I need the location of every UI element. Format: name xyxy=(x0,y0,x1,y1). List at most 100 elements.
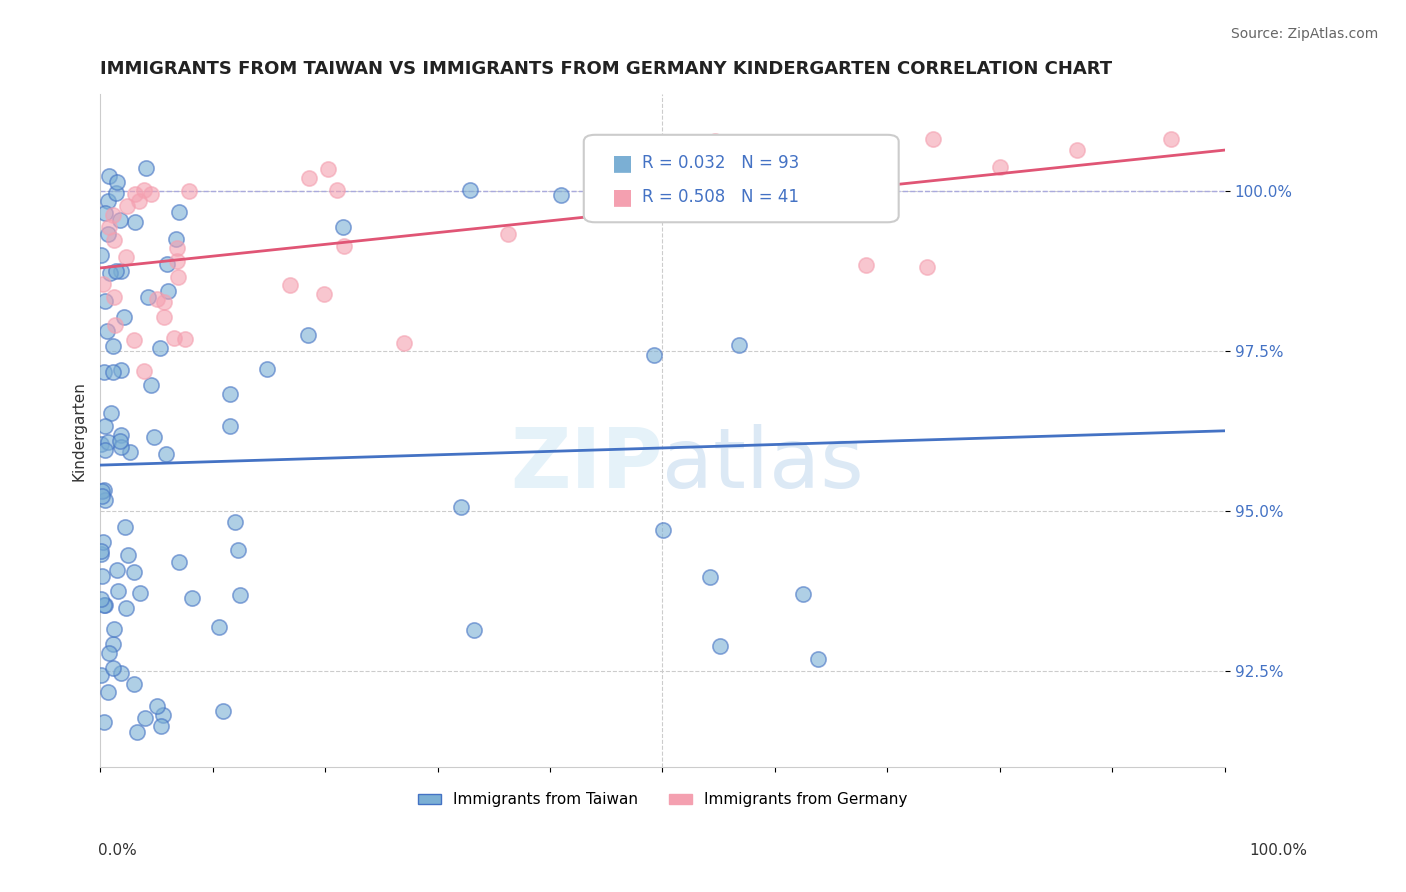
Point xyxy=(672,172,695,186)
Point xyxy=(643,348,665,362)
Point xyxy=(224,516,246,530)
Point xyxy=(167,270,190,285)
Text: 0.0%: 0.0% xyxy=(98,843,138,858)
Point xyxy=(256,361,278,376)
Point xyxy=(166,241,188,255)
Point xyxy=(101,365,124,379)
Point xyxy=(332,219,354,234)
Point xyxy=(229,588,252,602)
Point xyxy=(97,194,120,208)
Point xyxy=(94,493,117,508)
Point xyxy=(1160,132,1182,146)
Point xyxy=(101,339,124,353)
Point xyxy=(117,548,139,562)
Point xyxy=(153,310,176,324)
Point xyxy=(103,622,125,636)
Point xyxy=(135,161,157,175)
Point xyxy=(152,707,174,722)
Point xyxy=(114,520,136,534)
Point xyxy=(450,500,472,515)
Point xyxy=(703,134,725,148)
Point xyxy=(93,483,115,498)
Point xyxy=(141,187,163,202)
Point xyxy=(166,254,188,268)
Point xyxy=(117,199,139,213)
Point xyxy=(90,547,112,561)
Point xyxy=(550,188,572,202)
Point xyxy=(699,570,721,584)
Point xyxy=(105,175,128,189)
Point xyxy=(180,591,202,606)
Text: ZIP: ZIP xyxy=(510,424,662,505)
Point xyxy=(96,325,118,339)
Point xyxy=(326,183,349,197)
Point xyxy=(143,430,166,444)
Point xyxy=(98,646,121,660)
Point xyxy=(122,333,145,347)
Point xyxy=(626,169,648,184)
Point xyxy=(163,331,186,345)
Point xyxy=(922,132,945,146)
Point xyxy=(101,637,124,651)
Point xyxy=(98,220,121,235)
Point xyxy=(124,214,146,228)
Point xyxy=(127,725,149,739)
Point xyxy=(118,444,141,458)
Point xyxy=(156,257,179,271)
Point xyxy=(394,335,416,350)
Point xyxy=(103,234,125,248)
Point xyxy=(496,227,519,241)
Point xyxy=(280,277,302,292)
Point xyxy=(105,563,128,577)
Point xyxy=(93,599,115,613)
Text: ■: ■ xyxy=(612,186,633,207)
Point xyxy=(91,489,114,503)
Point xyxy=(97,227,120,242)
Point xyxy=(122,677,145,691)
Point xyxy=(134,183,156,197)
Point xyxy=(104,186,127,200)
Point xyxy=(90,667,112,681)
Point xyxy=(129,585,152,599)
Point xyxy=(124,186,146,201)
Text: ■: ■ xyxy=(612,153,633,173)
Point xyxy=(139,377,162,392)
Point xyxy=(165,232,187,246)
Point xyxy=(988,160,1011,174)
Point xyxy=(93,294,115,309)
Point xyxy=(297,327,319,342)
Point xyxy=(100,406,122,420)
Point xyxy=(652,523,675,537)
Point xyxy=(114,250,136,264)
Point xyxy=(728,337,751,351)
FancyBboxPatch shape xyxy=(583,135,898,222)
Point xyxy=(90,483,112,498)
Point xyxy=(156,284,179,298)
Point xyxy=(219,387,242,401)
Point xyxy=(104,318,127,333)
Point xyxy=(115,601,138,615)
Point xyxy=(97,169,120,184)
Point xyxy=(94,418,117,433)
Point xyxy=(101,660,124,674)
Point xyxy=(105,264,128,278)
Point xyxy=(90,436,112,450)
Point xyxy=(153,295,176,310)
Point xyxy=(316,162,339,177)
Point xyxy=(97,435,120,450)
Point xyxy=(458,183,481,197)
Point xyxy=(173,332,195,346)
Legend: Immigrants from Taiwan, Immigrants from Germany: Immigrants from Taiwan, Immigrants from … xyxy=(412,786,914,814)
Point xyxy=(110,263,132,277)
Point xyxy=(110,362,132,376)
Point xyxy=(807,651,830,665)
Point xyxy=(136,290,159,304)
Point xyxy=(167,555,190,569)
Point xyxy=(219,418,242,433)
Point xyxy=(90,248,112,262)
Point xyxy=(332,238,354,252)
Point xyxy=(93,598,115,612)
Point xyxy=(208,620,231,634)
Point xyxy=(146,699,169,714)
Point xyxy=(93,715,115,730)
